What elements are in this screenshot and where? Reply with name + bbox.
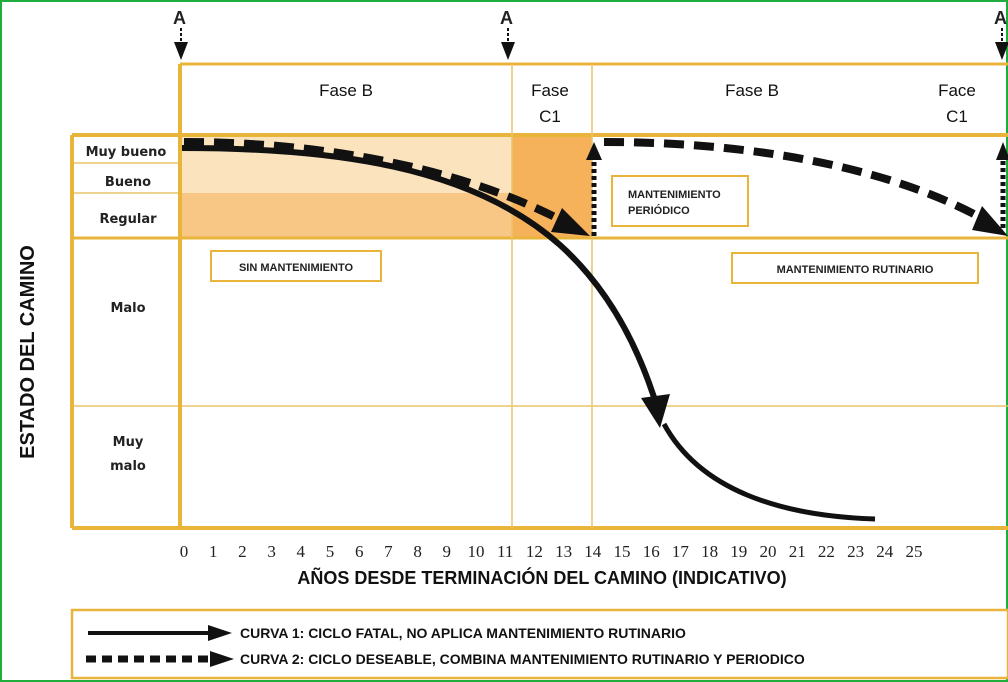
zone-phase-c1: [512, 135, 592, 238]
box-sin-mantenimiento: SIN MANTENIMIENTO: [210, 250, 382, 282]
curve-2-dashed-2: [603, 138, 995, 228]
marker-a-label: A: [500, 8, 513, 28]
x-tick-label: 13: [555, 542, 572, 561]
x-tick-label: 15: [614, 542, 631, 561]
x-tick-label: 2: [238, 542, 247, 561]
x-tick-label: 12: [526, 542, 543, 561]
x-axis-label: AÑOS DESDE TERMINACIÓN DEL CAMINO (INDIC…: [297, 567, 786, 588]
box-sin-mantenimiento-label: SIN MANTENIMIENTO: [239, 262, 354, 274]
x-tick-label: 18: [701, 542, 718, 561]
level-label-malo-2: malo: [110, 459, 146, 474]
box-periodico-line2: PERIÓDICO: [628, 204, 690, 217]
level-label-malo: Malo: [110, 301, 145, 316]
curve-1-solid: [181, 145, 661, 411]
level-label-muy-bueno: Muy bueno: [86, 145, 167, 160]
x-tick-label: 17: [672, 542, 690, 561]
x-tick-label: 1: [209, 542, 218, 561]
box-mantenimiento-periodico: MANTENIMIENTO PERIÓDICO: [611, 175, 749, 227]
x-tick-label: 19: [730, 542, 747, 561]
zone-regular: [180, 193, 512, 238]
x-tick-label: 14: [584, 542, 602, 561]
curve-2-dashed-1: [183, 138, 574, 230]
marker-a-2: A: [500, 8, 515, 60]
curve-2-arrowhead-1: [551, 208, 590, 236]
x-tick-label: 16: [643, 542, 660, 561]
curve-2-restore-arrow-1: [586, 142, 602, 160]
x-tick-label: 3: [267, 542, 276, 561]
x-tick-label: 8: [413, 542, 422, 561]
level-label-muy: Muy: [113, 435, 144, 450]
x-tick-label: 20: [760, 542, 777, 561]
x-tick-label: 11: [497, 542, 513, 561]
x-axis-ticks: 0 1 2 3 4 5 6 7 8 9 10 11 12 13 14 15 16 17 18 19 20 21 22 23 24…: [180, 542, 923, 561]
x-tick-label: 0: [180, 542, 189, 561]
x-tick-label: 4: [297, 542, 306, 561]
x-tick-label: 10: [468, 542, 485, 561]
x-tick-label: 22: [818, 542, 835, 561]
level-label-regular: Regular: [99, 212, 157, 227]
x-tick-label: 24: [876, 542, 894, 561]
x-tick-label: 21: [789, 542, 806, 561]
curve-2-restore-arrow-2: [996, 142, 1008, 160]
marker-a-label: A: [994, 8, 1007, 28]
level-label-bueno: Bueno: [105, 175, 151, 190]
legend-curva-2: CURVA 2: CICLO DESEABLE, COMBINA MANTENI…: [240, 651, 805, 667]
phase-label-line2: C1: [539, 107, 561, 126]
x-tick-label: 9: [443, 542, 452, 561]
legend: CURVA 1: CICLO FATAL, NO APLICA MANTENIM…: [70, 608, 1008, 680]
curve-1-tail: [661, 422, 876, 522]
box-mantenimiento-rutinario: MANTENIMIENTO RUTINARIO: [731, 252, 979, 284]
curve-1-arrowhead: [641, 394, 670, 428]
y-axis-label: ESTADO DEL CAMINO: [17, 245, 39, 459]
box-periodico-line1: MANTENIMIENTO: [628, 189, 721, 201]
phase-label-line2: C1: [946, 107, 968, 126]
x-tick-label: 25: [906, 542, 923, 561]
x-tick-label: 5: [326, 542, 335, 561]
phase-label: Fase B: [319, 81, 373, 100]
x-tick-label: 6: [355, 542, 364, 561]
box-rutinario-label: MANTENIMIENTO RUTINARIO: [777, 264, 934, 276]
phase-label: Fase B: [725, 81, 779, 100]
legend-curva-1: CURVA 1: CICLO FATAL, NO APLICA MANTENIM…: [240, 625, 686, 641]
phase-label: Face: [938, 81, 976, 100]
marker-a-3: A: [994, 8, 1008, 60]
marker-a-label: A: [173, 8, 186, 28]
x-tick-label: 7: [384, 542, 393, 561]
x-tick-label: 23: [847, 542, 864, 561]
curve-2-arrowhead-2: [972, 206, 1008, 236]
marker-a-1: A: [173, 8, 188, 60]
phase-label: Fase: [531, 81, 569, 100]
